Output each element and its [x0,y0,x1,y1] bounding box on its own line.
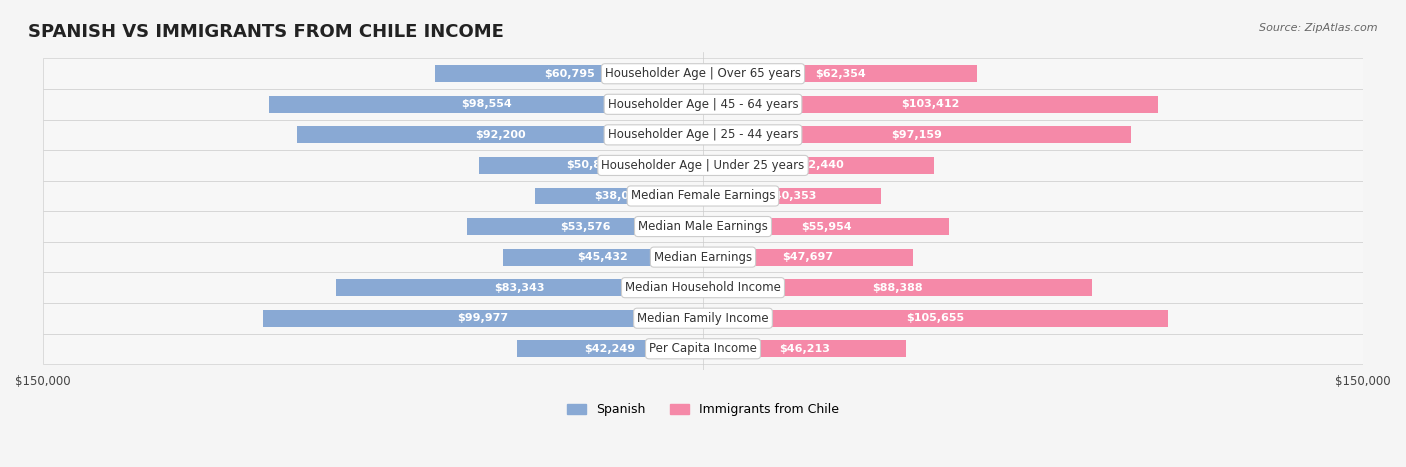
Bar [703,96,1159,113]
Bar [517,340,703,357]
Bar [703,279,1092,296]
Text: Source: ZipAtlas.com: Source: ZipAtlas.com [1260,23,1378,33]
FancyBboxPatch shape [42,272,1364,303]
Text: $62,354: $62,354 [815,69,866,79]
Text: $103,412: $103,412 [901,99,960,109]
Text: $99,977: $99,977 [457,313,509,323]
Text: $98,554: $98,554 [461,99,512,109]
Text: $60,795: $60,795 [544,69,595,79]
Text: Median Household Income: Median Household Income [626,281,780,294]
FancyBboxPatch shape [42,150,1364,181]
Text: $83,343: $83,343 [495,283,546,293]
Bar [297,127,703,143]
Text: $40,353: $40,353 [766,191,817,201]
Legend: Spanish, Immigrants from Chile: Spanish, Immigrants from Chile [562,398,844,421]
Bar [703,188,880,205]
Text: Householder Age | Over 65 years: Householder Age | Over 65 years [605,67,801,80]
Text: $92,200: $92,200 [475,130,526,140]
Bar [703,65,977,82]
Text: $105,655: $105,655 [907,313,965,323]
Bar [703,218,949,235]
Text: Median Family Income: Median Family Income [637,312,769,325]
FancyBboxPatch shape [42,89,1364,120]
Bar [703,157,934,174]
Text: $45,432: $45,432 [578,252,628,262]
Text: $53,576: $53,576 [560,221,610,232]
FancyBboxPatch shape [42,211,1364,242]
Text: Median Earnings: Median Earnings [654,251,752,263]
Text: $55,954: $55,954 [801,221,852,232]
Text: Per Capita Income: Per Capita Income [650,342,756,355]
Bar [263,310,703,326]
Text: Householder Age | Under 25 years: Householder Age | Under 25 years [602,159,804,172]
Text: $97,159: $97,159 [891,130,942,140]
Bar [269,96,703,113]
Text: Householder Age | 25 - 44 years: Householder Age | 25 - 44 years [607,128,799,142]
Bar [703,249,912,266]
FancyBboxPatch shape [42,303,1364,333]
FancyBboxPatch shape [42,181,1364,211]
Bar [467,218,703,235]
Text: SPANISH VS IMMIGRANTS FROM CHILE INCOME: SPANISH VS IMMIGRANTS FROM CHILE INCOME [28,23,503,42]
Bar [436,65,703,82]
Text: Householder Age | 45 - 64 years: Householder Age | 45 - 64 years [607,98,799,111]
Text: $38,098: $38,098 [593,191,644,201]
Bar [503,249,703,266]
Bar [479,157,703,174]
Text: $47,697: $47,697 [782,252,834,262]
FancyBboxPatch shape [42,120,1364,150]
Bar [703,340,907,357]
Bar [336,279,703,296]
Text: $52,440: $52,440 [793,161,844,170]
Text: $42,249: $42,249 [585,344,636,354]
FancyBboxPatch shape [42,58,1364,89]
Bar [703,127,1130,143]
Text: $88,388: $88,388 [872,283,922,293]
Text: Median Female Earnings: Median Female Earnings [631,190,775,203]
FancyBboxPatch shape [42,333,1364,364]
Bar [703,310,1168,326]
Text: $50,813: $50,813 [567,161,616,170]
Bar [536,188,703,205]
FancyBboxPatch shape [42,242,1364,272]
Text: Median Male Earnings: Median Male Earnings [638,220,768,233]
Text: $46,213: $46,213 [779,344,830,354]
